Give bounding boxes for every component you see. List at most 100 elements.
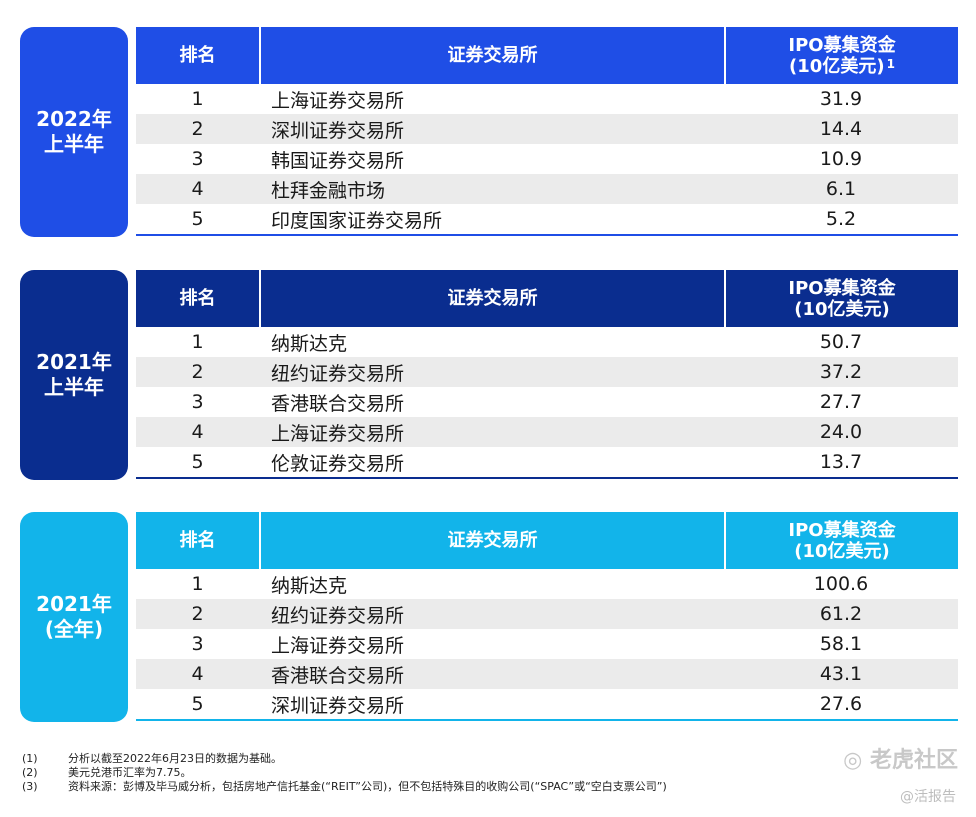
- table-row: 5 印度国家证券交易所 5.2: [136, 204, 958, 234]
- section-label-line1: 2021年: [36, 350, 112, 374]
- header-ipo-line1: IPO募集资金: [788, 277, 896, 299]
- table-bottom-rule: [136, 234, 958, 236]
- table-row: 2 深圳证券交易所 14.4: [136, 114, 958, 144]
- rank-cell: 2: [191, 118, 204, 140]
- footnote-text: 分析以截至2022年6月23日的数据为基础。: [68, 752, 282, 765]
- header-rank: 排名: [136, 27, 259, 84]
- ipo-cell: 50.7: [819, 331, 863, 353]
- table-row: 3 上海证券交易所 58.1: [136, 629, 958, 659]
- rank-cell: 3: [191, 633, 204, 655]
- header-ipo-line2: (10亿美元): [794, 298, 890, 320]
- ipo-cell: 58.1: [819, 633, 863, 655]
- exchange-cell: 纽约证券交易所: [271, 362, 405, 385]
- ipo-cell: 13.7: [819, 451, 863, 473]
- exchange-cell: 韩国证券交易所: [271, 149, 405, 172]
- header-ipo: IPO募集资金 (10亿美元) 1: [726, 27, 958, 84]
- table-bottom-rule: [136, 719, 958, 721]
- ipo-cell: 27.7: [819, 391, 863, 413]
- table-row: 1 纳斯达克 50.7: [136, 327, 958, 357]
- footnote-number: (1): [22, 752, 38, 765]
- footnote-text: 资料来源：彭博及毕马威分析，包括房地产信托基金(“REIT”公司)，但不包括特殊…: [68, 780, 667, 793]
- rank-cell: 4: [191, 178, 204, 200]
- header-exchange: 证券交易所: [261, 512, 724, 569]
- exchange-cell: 深圳证券交易所: [271, 119, 405, 142]
- ipo-table: 排名 证券交易所 IPO募集资金 (10亿美元) 1 纳斯达克 50.7 2 纽约证券…: [136, 270, 958, 479]
- ipo-cell: 31.9: [819, 88, 863, 110]
- section-2022-h1: 2022年 上半年 排名 证券交易所 IPO募集资金 (10亿美元) 1 1 上海证…: [20, 27, 958, 237]
- section-label-line2: 上半年: [44, 132, 104, 156]
- table-row: 4 香港联合交易所 43.1: [136, 659, 958, 689]
- exchange-cell: 伦敦证券交易所: [271, 452, 405, 475]
- ipo-table: 排名 证券交易所 IPO募集资金 (10亿美元) 1 纳斯达克 100.6 2 纽约证…: [136, 512, 958, 721]
- watermark-handle: @活报告: [900, 789, 956, 805]
- table-row: 1 纳斯达克 100.6: [136, 569, 958, 599]
- rank-cell: 1: [191, 88, 204, 110]
- table-row: 4 上海证券交易所 24.0: [136, 417, 958, 447]
- rank-cell: 5: [191, 208, 204, 230]
- ipo-cell: 27.6: [819, 693, 863, 715]
- section-label: 2022年 上半年: [20, 27, 128, 237]
- rank-cell: 2: [191, 603, 204, 625]
- section-label-line2: 上半年: [44, 375, 104, 399]
- exchange-cell: 深圳证券交易所: [271, 694, 405, 717]
- section-label-line1: 2022年: [36, 107, 112, 131]
- footnote-mark: 1: [886, 56, 895, 71]
- rank-cell: 5: [191, 693, 204, 715]
- rank-cell: 5: [191, 451, 204, 473]
- header-ipo: IPO募集资金 (10亿美元): [726, 270, 958, 327]
- exchange-cell: 上海证券交易所: [271, 422, 405, 445]
- section-label-line2: (全年): [44, 617, 104, 641]
- table-header: 排名 证券交易所 IPO募集资金 (10亿美元): [136, 512, 958, 569]
- footnote-number: (3): [22, 780, 38, 793]
- ipo-cell: 61.2: [819, 603, 863, 625]
- ipo-cell: 5.2: [825, 208, 857, 230]
- rank-cell: 1: [191, 331, 204, 353]
- header-rank: 排名: [136, 270, 259, 327]
- ipo-cell: 10.9: [819, 148, 863, 170]
- table-row: 5 深圳证券交易所 27.6: [136, 689, 958, 719]
- ipo-cell: 6.1: [825, 178, 857, 200]
- section-label: 2021年 上半年: [20, 270, 128, 480]
- footnote: (1) 分析以截至2022年6月23日的数据为基础。: [22, 752, 667, 766]
- header-ipo-line1: IPO募集资金: [788, 34, 896, 56]
- table-header: 排名 证券交易所 IPO募集资金 (10亿美元): [136, 270, 958, 327]
- section-label: 2021年 (全年): [20, 512, 128, 722]
- exchange-cell: 纳斯达克: [271, 574, 348, 597]
- watermark-logo: ◎ 老虎社区: [843, 742, 958, 774]
- rank-cell: 4: [191, 663, 204, 685]
- watermark-icon: ◎: [843, 748, 863, 773]
- table-row: 2 纽约证券交易所 61.2: [136, 599, 958, 629]
- table-bottom-rule: [136, 477, 958, 479]
- header-exchange: 证券交易所: [261, 270, 724, 327]
- exchange-cell: 香港联合交易所: [271, 664, 405, 687]
- table-row: 3 韩国证券交易所 10.9: [136, 144, 958, 174]
- footnote-text: 美元兑港币汇率为7.75。: [68, 766, 192, 779]
- ipo-table: 排名 证券交易所 IPO募集资金 (10亿美元) 1 1 上海证券交易所 31.9 2…: [136, 27, 958, 236]
- rank-cell: 3: [191, 391, 204, 413]
- exchange-cell: 杜拜金融市场: [271, 179, 386, 202]
- table-row: 3 香港联合交易所 27.7: [136, 387, 958, 417]
- table-header: 排名 证券交易所 IPO募集资金 (10亿美元) 1: [136, 27, 958, 84]
- exchange-cell: 上海证券交易所: [271, 89, 405, 112]
- footnote: (3) 资料来源：彭博及毕马威分析，包括房地产信托基金(“REIT”公司)，但不包…: [22, 780, 667, 794]
- exchange-cell: 印度国家证券交易所: [271, 209, 443, 232]
- ipo-cell: 43.1: [819, 663, 863, 685]
- rank-cell: 1: [191, 573, 204, 595]
- rank-cell: 4: [191, 421, 204, 443]
- table-row: 1 上海证券交易所 31.9: [136, 84, 958, 114]
- footnote-number: (2): [22, 766, 38, 779]
- section-2021-full-year: 2021年 (全年) 排名 证券交易所 IPO募集资金 (10亿美元) 1 纳斯达…: [20, 512, 958, 722]
- header-exchange: 证券交易所: [261, 27, 724, 84]
- ipo-cell: 37.2: [819, 361, 863, 383]
- header-rank: 排名: [136, 512, 259, 569]
- rank-cell: 2: [191, 361, 204, 383]
- exchange-cell: 纳斯达克: [271, 332, 348, 355]
- header-ipo-line2: (10亿美元): [794, 540, 890, 562]
- ipo-cell: 100.6: [813, 573, 869, 595]
- ipo-cell: 14.4: [819, 118, 863, 140]
- footnote: (2) 美元兑港币汇率为7.75。: [22, 766, 667, 780]
- footnotes: (1) 分析以截至2022年6月23日的数据为基础。 (2) 美元兑港币汇率为7.7…: [22, 752, 667, 794]
- watermark-text: 老虎社区: [869, 748, 958, 773]
- header-ipo-line1: IPO募集资金: [788, 519, 896, 541]
- header-ipo: IPO募集资金 (10亿美元): [726, 512, 958, 569]
